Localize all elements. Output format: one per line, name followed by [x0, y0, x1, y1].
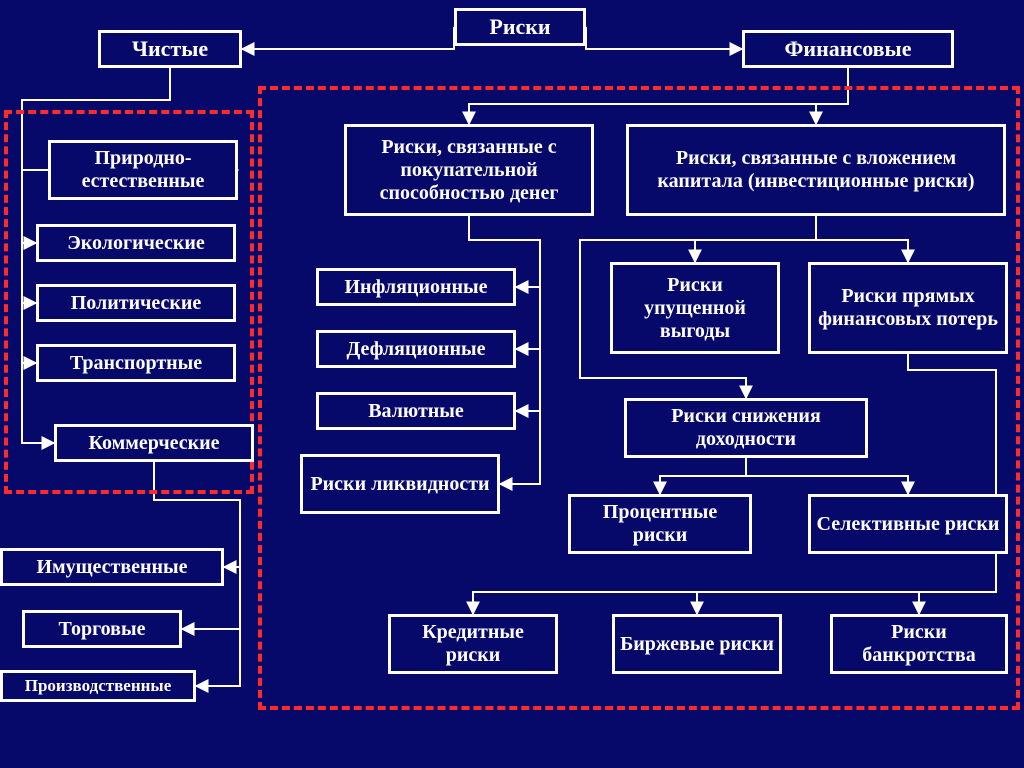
- node-label: Валютные: [368, 400, 464, 423]
- node-label: Процентные риски: [575, 501, 745, 547]
- node-political: Политические: [36, 284, 236, 322]
- node-label: Транспортные: [70, 352, 202, 375]
- node-label: Чистые: [132, 36, 208, 61]
- node-label: Риски банкротства: [837, 621, 1001, 667]
- node-label: Производственные: [25, 676, 172, 696]
- node-liquidity: Риски ликвидности: [300, 454, 500, 514]
- node-label: Риски ликвидности: [310, 473, 489, 496]
- node-label: Риски: [489, 14, 550, 39]
- edge-risks-to-pure: [242, 27, 454, 49]
- node-label: Финансовые: [785, 36, 912, 61]
- node-label: Риски, связанные с покупательной способн…: [351, 136, 587, 205]
- node-label: Торговые: [59, 618, 146, 641]
- node-label: Политические: [71, 292, 202, 315]
- node-yield: Риски снижения доходности: [624, 398, 868, 458]
- node-financial: Финансовые: [742, 30, 954, 68]
- node-label: Коммерческие: [88, 432, 219, 455]
- node-interest: Процентные риски: [568, 494, 752, 554]
- node-invest: Риски, связанные с вложением капитала (и…: [626, 124, 1006, 216]
- node-property: Имущественные: [0, 548, 224, 586]
- node-production: Производственные: [0, 670, 196, 702]
- node-label: Экологические: [67, 232, 205, 255]
- node-label: Имущественные: [36, 556, 187, 579]
- node-credit: Кредитные риски: [388, 614, 558, 674]
- node-label: Кредитные риски: [395, 621, 551, 667]
- node-currency: Валютные: [316, 392, 516, 430]
- node-ecological: Экологические: [36, 224, 236, 262]
- node-directloss: Риски прямых финансовых потерь: [808, 262, 1008, 354]
- node-bankruptcy: Риски банкротства: [830, 614, 1008, 674]
- node-label: Биржевые риски: [620, 633, 774, 656]
- node-pure: Чистые: [98, 30, 242, 68]
- node-inflation: Инфляционные: [316, 268, 516, 306]
- node-risks: Риски: [454, 8, 586, 46]
- node-label: Природно-естественные: [55, 147, 231, 193]
- node-natural: Природно-естественные: [48, 140, 238, 200]
- node-selective: Селективные риски: [808, 494, 1008, 554]
- node-label: Риски снижения доходности: [631, 405, 861, 451]
- node-exchange: Биржевые риски: [612, 614, 782, 674]
- node-trade: Торговые: [22, 610, 182, 648]
- node-label: Риски, связанные с вложением капитала (и…: [633, 147, 999, 193]
- node-label: Дефляционные: [346, 338, 485, 361]
- node-lostprofit: Риски упущенной выгоды: [610, 262, 780, 354]
- node-label: Инфляционные: [344, 276, 487, 299]
- node-deflation: Дефляционные: [316, 330, 516, 368]
- diagram-stage: Риски Чистые Финансовые Природно-естественн…: [0, 0, 1024, 768]
- node-commercial: Коммерческие: [54, 424, 254, 462]
- node-label: Селективные риски: [817, 513, 1000, 536]
- node-label: Риски упущенной выгоды: [617, 274, 773, 343]
- node-label: Риски прямых финансовых потерь: [815, 285, 1001, 331]
- edge-risks-to-financial: [586, 27, 742, 49]
- node-purch: Риски, связанные с покупательной способн…: [344, 124, 594, 216]
- node-transport: Транспортные: [36, 344, 236, 382]
